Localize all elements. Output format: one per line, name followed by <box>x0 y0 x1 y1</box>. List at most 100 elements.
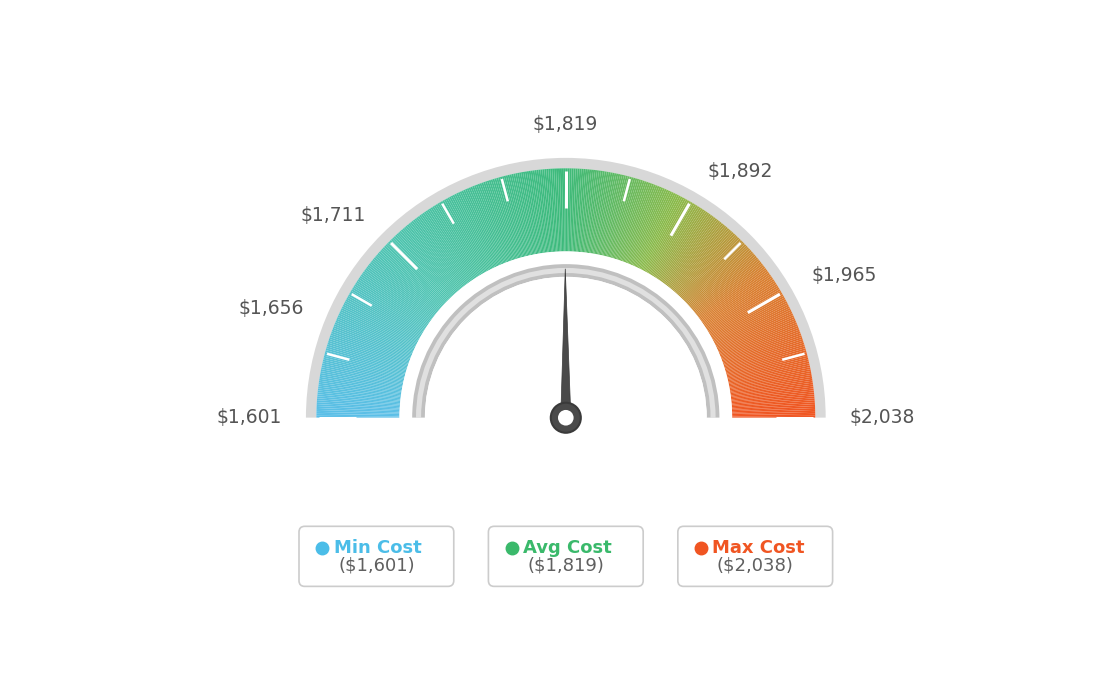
Wedge shape <box>464 190 499 266</box>
Wedge shape <box>707 284 777 330</box>
Wedge shape <box>658 210 707 280</box>
Wedge shape <box>723 339 803 366</box>
Wedge shape <box>582 169 592 253</box>
Text: $1,819: $1,819 <box>532 115 597 134</box>
Wedge shape <box>506 175 527 257</box>
Wedge shape <box>671 224 725 290</box>
Wedge shape <box>683 241 744 301</box>
Wedge shape <box>532 170 545 253</box>
Wedge shape <box>317 410 400 414</box>
Wedge shape <box>325 354 405 376</box>
Wedge shape <box>731 386 814 398</box>
Wedge shape <box>330 335 408 364</box>
Wedge shape <box>498 177 522 257</box>
Wedge shape <box>446 198 487 272</box>
Wedge shape <box>397 232 455 295</box>
Wedge shape <box>395 235 453 297</box>
Wedge shape <box>496 177 521 258</box>
Wedge shape <box>732 408 815 413</box>
FancyBboxPatch shape <box>678 526 832 586</box>
Wedge shape <box>644 197 684 271</box>
Wedge shape <box>386 243 447 302</box>
Wedge shape <box>687 247 749 305</box>
Wedge shape <box>693 257 758 312</box>
Wedge shape <box>615 179 641 259</box>
Wedge shape <box>550 168 556 252</box>
Wedge shape <box>540 169 550 253</box>
Wedge shape <box>490 179 517 259</box>
Wedge shape <box>323 356 405 377</box>
Wedge shape <box>599 173 618 255</box>
Wedge shape <box>546 169 554 252</box>
Wedge shape <box>657 209 704 279</box>
Wedge shape <box>694 260 761 314</box>
Wedge shape <box>729 369 810 386</box>
Wedge shape <box>703 277 773 326</box>
Wedge shape <box>432 206 478 277</box>
Wedge shape <box>691 253 754 308</box>
Wedge shape <box>637 192 673 268</box>
Wedge shape <box>666 218 718 286</box>
Wedge shape <box>346 299 420 340</box>
Wedge shape <box>408 223 461 289</box>
Wedge shape <box>673 228 730 292</box>
Wedge shape <box>729 371 811 388</box>
Wedge shape <box>611 177 636 258</box>
Text: Min Cost: Min Cost <box>333 540 422 558</box>
Wedge shape <box>716 311 793 348</box>
Wedge shape <box>322 364 403 383</box>
Wedge shape <box>728 362 809 382</box>
Wedge shape <box>639 194 678 269</box>
Wedge shape <box>728 359 809 380</box>
Wedge shape <box>730 377 813 392</box>
Wedge shape <box>425 277 707 417</box>
Wedge shape <box>390 240 449 300</box>
Wedge shape <box>405 226 459 290</box>
Wedge shape <box>372 259 437 313</box>
Wedge shape <box>406 224 460 290</box>
Wedge shape <box>317 406 400 411</box>
Wedge shape <box>352 288 424 332</box>
Wedge shape <box>325 352 405 375</box>
Wedge shape <box>731 393 814 402</box>
Wedge shape <box>647 200 689 273</box>
FancyBboxPatch shape <box>299 526 454 586</box>
Wedge shape <box>626 185 658 263</box>
Wedge shape <box>391 239 450 299</box>
Wedge shape <box>440 201 484 274</box>
Wedge shape <box>355 282 426 328</box>
Wedge shape <box>317 412 400 415</box>
Polygon shape <box>561 269 571 417</box>
Wedge shape <box>367 266 434 318</box>
Wedge shape <box>539 170 549 253</box>
Wedge shape <box>725 346 806 371</box>
Wedge shape <box>718 315 794 351</box>
Wedge shape <box>575 168 582 252</box>
Wedge shape <box>669 221 722 288</box>
Wedge shape <box>732 412 815 415</box>
Wedge shape <box>588 170 601 253</box>
Wedge shape <box>630 188 665 265</box>
Wedge shape <box>628 186 661 264</box>
Wedge shape <box>342 304 417 344</box>
Wedge shape <box>687 246 747 304</box>
Text: $2,038: $2,038 <box>850 408 915 427</box>
Wedge shape <box>502 176 524 257</box>
Wedge shape <box>567 168 570 251</box>
Wedge shape <box>677 232 734 295</box>
Wedge shape <box>672 227 728 291</box>
Wedge shape <box>320 373 402 389</box>
Wedge shape <box>360 276 429 324</box>
Wedge shape <box>556 168 561 252</box>
Wedge shape <box>427 209 475 279</box>
Wedge shape <box>478 184 508 262</box>
Wedge shape <box>627 186 659 264</box>
Wedge shape <box>364 270 432 320</box>
Wedge shape <box>731 391 814 401</box>
Wedge shape <box>359 277 428 326</box>
Wedge shape <box>443 200 485 273</box>
Wedge shape <box>707 286 778 331</box>
Wedge shape <box>678 233 735 295</box>
Wedge shape <box>508 175 528 256</box>
Wedge shape <box>317 404 400 410</box>
